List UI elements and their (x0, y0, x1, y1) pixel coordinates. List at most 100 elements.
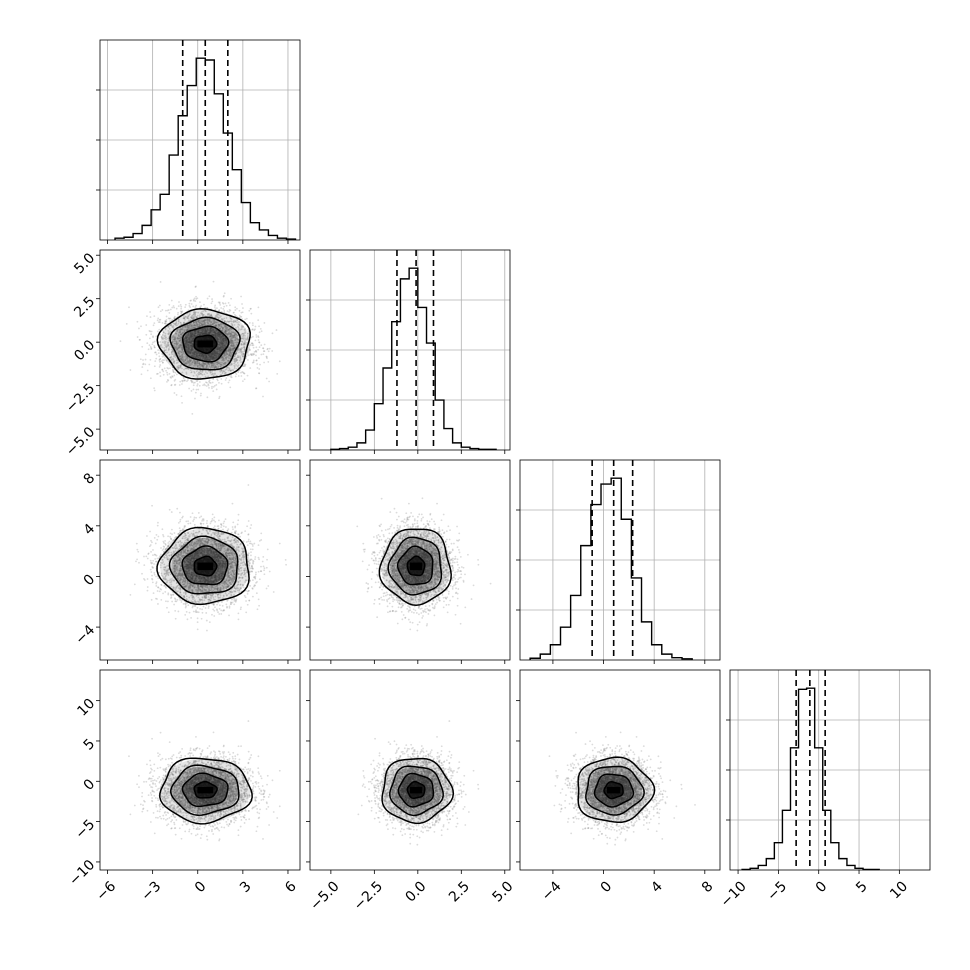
scatter-point (125, 322, 128, 325)
scatter-point (190, 381, 193, 384)
scatter-point (220, 609, 223, 612)
scatter-point (209, 359, 212, 362)
scatter-point (240, 343, 243, 345)
scatter-point (211, 318, 214, 321)
scatter-point (147, 348, 150, 351)
scatter-point (136, 336, 139, 338)
scatter-point (160, 344, 163, 346)
scatter-point (193, 334, 196, 337)
scatter-point (215, 324, 218, 327)
scatter-point (223, 292, 226, 295)
scatter-point (243, 365, 246, 367)
scatter-point (208, 319, 210, 321)
scatter-point (202, 363, 205, 366)
density-peak (197, 340, 214, 348)
scatter-point (173, 374, 176, 377)
scatter-point (202, 367, 205, 369)
scatter-point (215, 354, 218, 357)
scatter-point (212, 328, 214, 331)
scatter-point (163, 367, 166, 370)
scatter-point (211, 330, 214, 333)
scatter-point (210, 321, 212, 324)
scatter-point (221, 334, 224, 337)
scatter-point (228, 330, 231, 333)
scatter-point (207, 331, 210, 334)
scatter-point (185, 371, 188, 374)
scatter-point (213, 357, 216, 360)
scatter-point (267, 361, 270, 363)
scatter-point (228, 310, 230, 313)
scatter-point (184, 362, 187, 364)
scatter-point (245, 611, 248, 614)
scatter-point (160, 336, 163, 339)
scatter-point (228, 367, 231, 370)
scatter-point (236, 307, 238, 310)
scatter-point (222, 294, 225, 297)
scatter-point (199, 306, 202, 309)
scatter-point (196, 323, 198, 326)
histogram-1 (330, 267, 497, 450)
scatter-point (198, 384, 201, 387)
scatter-point (227, 333, 230, 336)
scatter-point (251, 361, 254, 364)
scatter-point (176, 598, 179, 601)
scatter-point (208, 313, 211, 316)
scatter-point (182, 317, 185, 319)
scatter-point (239, 328, 242, 331)
scatter-point (198, 334, 201, 337)
scatter-point (192, 316, 195, 319)
scatter-point (157, 603, 159, 605)
scatter-point (168, 317, 171, 320)
scatter-point (223, 326, 226, 328)
scatter-point (258, 558, 260, 561)
scatter-point (223, 309, 226, 312)
scatter-point (213, 615, 216, 617)
scatter-point (212, 364, 215, 367)
scatter-point (234, 375, 237, 378)
scatter-point (193, 310, 196, 312)
scatter-point (171, 306, 174, 309)
scatter-point (197, 512, 200, 514)
scatter-point (163, 337, 166, 340)
scatter-point (201, 314, 204, 317)
scatter-point (173, 392, 176, 394)
scatter-point (190, 316, 193, 319)
scatter-point (192, 340, 195, 342)
scatter-point (188, 338, 191, 341)
scatter-point (165, 587, 167, 589)
scatter-point (181, 357, 184, 360)
scatter-point (211, 513, 214, 516)
scatter-point (242, 365, 245, 367)
scatter-point (249, 367, 252, 369)
scatter-point (141, 345, 144, 348)
scatter-point (257, 335, 259, 337)
scatter-point (194, 332, 197, 334)
scatter-point (255, 346, 258, 349)
scatter-point (201, 608, 204, 611)
scatter-point (182, 352, 184, 355)
scatter-point (203, 328, 206, 330)
scatter-point (243, 363, 246, 366)
scatter-point (218, 302, 221, 305)
scatter-point (221, 343, 223, 346)
scatter-point (214, 304, 217, 307)
scatter-point (153, 315, 156, 318)
panel-0-0 (96, 39, 301, 244)
scatter-point (201, 332, 204, 335)
scatter-point (188, 387, 191, 390)
scatter-point (204, 371, 207, 373)
scatter-point (202, 522, 205, 525)
scatter-point (173, 323, 176, 325)
scatter-point (176, 324, 178, 327)
scatter-point (168, 540, 171, 543)
scatter-point (194, 286, 197, 288)
scatter-point (179, 380, 182, 383)
scatter-point (137, 550, 140, 553)
scatter-point (219, 316, 221, 319)
scatter-point (190, 344, 193, 347)
scatter-point (220, 342, 223, 345)
scatter-point (189, 352, 192, 355)
scatter-point (156, 538, 159, 541)
scatter-point (215, 314, 218, 317)
scatter-point (184, 337, 187, 340)
